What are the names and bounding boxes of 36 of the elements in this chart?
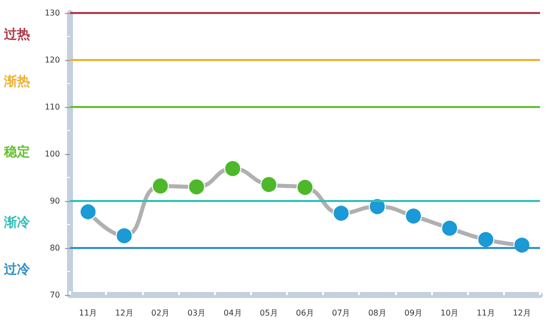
x-tick-label: 02月 [151, 308, 170, 318]
point [260, 176, 278, 194]
point [477, 231, 494, 248]
text: 过热 [3, 28, 30, 42]
x-tick-label: 05月 [260, 308, 278, 318]
y-tick-label: 120 [44, 56, 60, 64]
x-tick-label: 12月 [115, 308, 134, 318]
y-tick-label: 90 [50, 196, 60, 206]
point [152, 177, 169, 194]
y-tick-label: 130 [44, 8, 60, 18]
point [441, 220, 458, 237]
y-tick-label: 110 [44, 102, 60, 112]
point [80, 203, 97, 220]
point [188, 178, 206, 196]
x-tick-label: 11月 [476, 308, 495, 318]
text: 过冷 [3, 262, 31, 278]
x-tick-label: 03月 [187, 308, 206, 318]
point [332, 204, 350, 222]
y-tick-label: 70 [50, 290, 60, 300]
x-tick-label: 06月 [296, 308, 314, 318]
y-tick-label: 100 [44, 150, 60, 158]
text: 渐冷 [3, 216, 31, 230]
point [296, 178, 314, 196]
x-tick-label: 04月 [224, 308, 242, 318]
x-tick-label: 07月 [332, 308, 350, 318]
text: 渐热 [3, 74, 30, 90]
y-tick-label: 80 [50, 244, 60, 252]
x-tick-label: 11月 [78, 308, 98, 318]
point [404, 208, 422, 225]
x-tick-label: 10月 [440, 308, 459, 318]
point [224, 160, 242, 178]
x-tick-label: 12月 [512, 308, 532, 318]
text: 稳定 [3, 144, 30, 160]
x-tick-label: 08月 [368, 308, 386, 318]
x-tick-label: 09月 [404, 308, 423, 318]
point [116, 227, 133, 244]
